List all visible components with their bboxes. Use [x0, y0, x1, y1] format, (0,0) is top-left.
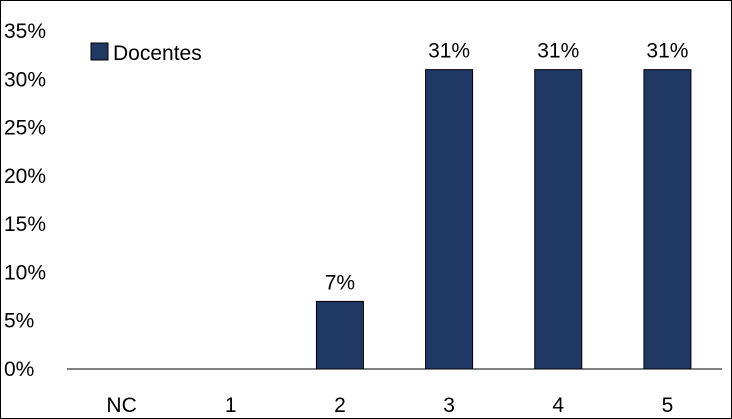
x-category-label: 1 [225, 394, 237, 417]
y-tick-label: 5% [4, 310, 34, 333]
bar [315, 300, 364, 370]
legend: Docentes [90, 42, 202, 65]
data-label: 31% [537, 40, 579, 63]
data-label: 31% [428, 40, 470, 63]
y-axis-tick-labels: 0% 5% 10% 15% 20% 25% 30% 35% [4, 20, 46, 381]
bar [534, 69, 583, 370]
bar [425, 69, 474, 370]
bar [643, 69, 692, 370]
x-category-label: 3 [443, 394, 455, 417]
legend-swatch-docentes [90, 42, 109, 61]
legend-label-docentes: Docentes [113, 42, 202, 65]
data-label: 7% [325, 271, 355, 294]
y-tick-label: 30% [4, 68, 46, 91]
y-tick-label: 0% [4, 358, 34, 381]
bars [315, 69, 692, 370]
y-tick-label: 10% [4, 261, 46, 284]
y-tick-label: 20% [4, 165, 46, 188]
y-tick-label: 15% [4, 213, 46, 236]
data-label: 31% [646, 40, 688, 63]
data-labels: 7% 31% 31% 31% [325, 40, 689, 295]
y-tick-label: 25% [4, 117, 46, 140]
x-category-label: NC [106, 394, 136, 417]
x-category-label: 5 [662, 394, 674, 417]
x-axis-category-labels: NC 1 2 3 4 5 [106, 394, 673, 417]
x-category-label: 4 [552, 394, 564, 417]
x-category-label: 2 [334, 394, 346, 417]
y-tick-label: 35% [4, 20, 46, 43]
